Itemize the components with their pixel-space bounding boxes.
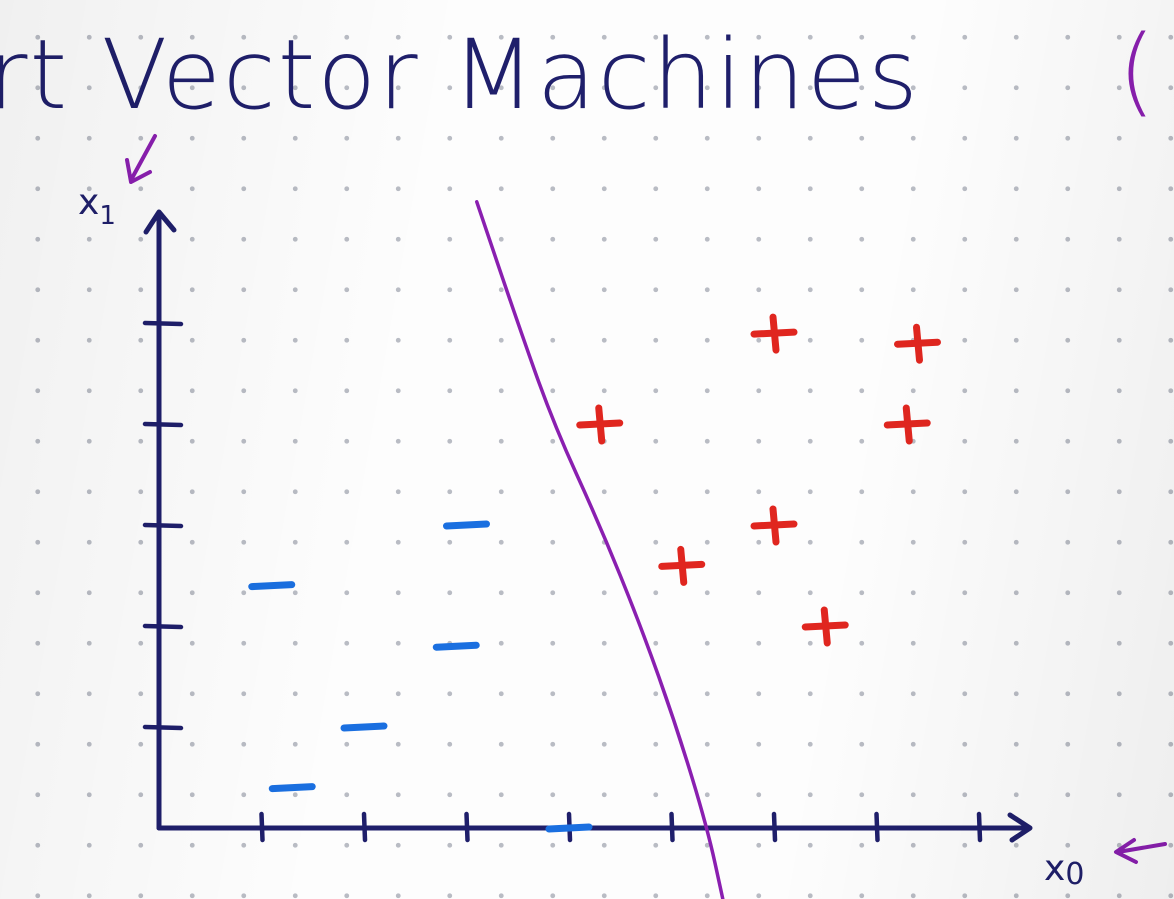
negative-point-3 [340, 722, 388, 732]
y-tick-5 [142, 320, 184, 327]
y-axis-label-subscript: 1 [99, 201, 116, 231]
negative-point-4 [432, 641, 480, 651]
x-axis-arrow [1007, 812, 1033, 843]
y-tick-1 [142, 724, 184, 731]
x-axis-label-main: x [1044, 848, 1065, 889]
title-paren: ( [1118, 15, 1157, 127]
y-axis-pointer-arrow-icon [125, 134, 157, 184]
x-axis-label: x0 [1044, 848, 1084, 892]
decision-boundary-line [475, 200, 725, 899]
y-axis-label: x1 [78, 182, 116, 231]
x-tick-6 [771, 811, 778, 843]
x-tick-3 [464, 811, 470, 843]
y-axis-ticks [142, 320, 184, 731]
positive-point-1 [576, 404, 624, 445]
positive-point-5 [801, 606, 849, 647]
y-axis-label-main: x [78, 182, 99, 223]
positive-point-4 [750, 505, 798, 546]
x-tick-1 [259, 811, 265, 843]
x-tick-2 [361, 811, 368, 843]
positive-point-3 [750, 313, 798, 354]
positive-point-2 [658, 545, 706, 586]
y-axis-arrow [143, 209, 177, 235]
negative-point-5 [443, 520, 490, 530]
data-points [248, 313, 941, 833]
x-tick-7 [874, 811, 880, 843]
negative-point-6 [545, 823, 593, 833]
y-tick-3 [142, 522, 184, 529]
negative-point-1 [248, 581, 296, 591]
positive-point-7 [894, 323, 941, 364]
axes [142, 209, 1033, 843]
y-tick-4 [142, 421, 184, 428]
positive-point-6 [883, 404, 931, 445]
x-tick-8 [976, 811, 983, 843]
x-axis-label-subscript: 0 [1065, 857, 1084, 892]
x-tick-5 [669, 811, 675, 843]
negative-point-2 [268, 783, 316, 793]
x-axis-pointer-arrow-icon [1114, 838, 1167, 864]
y-tick-2 [142, 623, 184, 630]
title-text: rt Vector Machines [0, 19, 920, 131]
